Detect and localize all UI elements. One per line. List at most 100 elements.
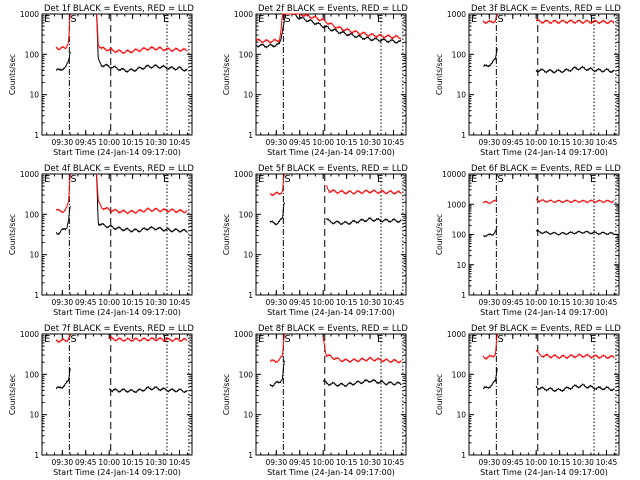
chart-title: Det 7f BLACK = Events, RED = LLD	[44, 324, 194, 334]
detector-panel: Det 3f BLACK = Events, RED = LLD 1 10 100 10…	[435, 4, 621, 157]
y-axis-label: Counts/sec	[435, 374, 444, 415]
y-tick-label: 100	[25, 370, 40, 379]
plot-frame	[41, 13, 193, 136]
x-tick-label: 09:45	[502, 458, 524, 467]
x-tick-label: 09:30	[52, 138, 74, 147]
lld-series-line	[482, 13, 615, 25]
x-tick-label: 10:15	[549, 138, 571, 147]
x-tick-label: 10:15	[122, 458, 144, 467]
y-tick-label: 10	[29, 91, 39, 100]
lld-series-line	[255, 13, 402, 44]
event-marker-label: E	[377, 334, 383, 345]
x-tick-label: 09:45	[502, 138, 524, 147]
x-tick-label: 10:15	[122, 298, 144, 307]
event-marker-label: S	[284, 14, 290, 25]
x-axis-label: Start Time (24-Jan-14 09:17:00)	[267, 148, 395, 157]
y-tick-label: 100	[239, 370, 254, 379]
detector-panel: Det 8f BLACK = Events, RED = LLD 1 10 100 10…	[222, 324, 408, 477]
x-tick-label: 10:15	[336, 298, 358, 307]
events-series-line	[55, 368, 188, 394]
x-tick-label: 10:45	[596, 458, 618, 467]
y-axis-label: Counts/sec	[435, 214, 444, 255]
plot-frame	[468, 13, 620, 136]
events-series-line	[56, 14, 188, 74]
x-tick-label: 10:30	[145, 458, 167, 467]
x-tick-label: 10:45	[596, 138, 618, 147]
y-axis-label: Counts/sec	[222, 374, 231, 415]
event-marker-label: S	[284, 174, 290, 185]
y-tick-label: 1000	[20, 170, 39, 179]
y-tick-label: 1	[461, 451, 466, 460]
event-marker-label: E	[258, 14, 264, 25]
event-marker-label: E	[590, 14, 596, 25]
x-tick-label: 10:45	[596, 298, 618, 307]
y-axis-label: Counts/sec	[8, 54, 17, 95]
detector-panel: Det 5f BLACK = Events, RED = LLD 1 10 100 10…	[222, 164, 408, 317]
chart-title: Det 5f BLACK = Events, RED = LLD	[258, 164, 408, 174]
y-tick-label: 1	[461, 131, 466, 140]
x-tick-label: 10:45	[383, 138, 405, 147]
event-marker-label: E	[163, 174, 169, 185]
y-tick-label: 1000	[447, 10, 466, 19]
y-tick-label: 10	[29, 411, 39, 420]
x-tick-label: 10:30	[572, 138, 594, 147]
x-tick-label: 10:30	[572, 458, 594, 467]
x-axis-label: Start Time (24-Jan-14 09:17:00)	[53, 148, 181, 157]
event-marker-label: S	[70, 14, 76, 25]
y-tick-label: 10	[243, 91, 253, 100]
x-tick-label: 10:30	[572, 298, 594, 307]
y-tick-label: 1	[34, 131, 39, 140]
x-tick-label: 09:30	[479, 138, 501, 147]
event-marker-label: S	[497, 14, 503, 25]
event-marker-label: S	[497, 334, 503, 345]
x-axis-label: Start Time (24-Jan-14 09:17:00)	[267, 308, 395, 317]
y-tick-label: 1000	[234, 330, 253, 339]
x-tick-label: 10:45	[169, 298, 191, 307]
events-series-line	[269, 202, 402, 226]
x-tick-label: 10:45	[169, 138, 191, 147]
x-axis-label: Start Time (24-Jan-14 09:17:00)	[267, 468, 395, 477]
y-tick-label: 1000	[447, 200, 466, 209]
y-tick-label: 10	[29, 251, 39, 260]
y-axis-label: Counts/sec	[435, 54, 444, 95]
chart-title: Det 6f BLACK = Events, RED = LLD	[471, 164, 621, 174]
x-tick-label: 09:30	[52, 458, 74, 467]
event-marker-label: E	[471, 174, 477, 185]
plot-frame	[468, 333, 620, 456]
event-marker-label: E	[44, 174, 50, 185]
x-tick-label: 09:30	[52, 298, 74, 307]
y-tick-label: 1000	[447, 330, 466, 339]
lld-series-line	[269, 333, 402, 364]
y-tick-label: 10	[243, 411, 253, 420]
y-tick-label: 1	[248, 451, 253, 460]
events-series-line	[255, 13, 402, 49]
x-tick-label: 09:45	[75, 138, 97, 147]
chart-title: Det 2f BLACK = Events, RED = LLD	[258, 4, 408, 14]
x-tick-label: 10:00	[312, 138, 334, 147]
x-tick-label: 10:00	[312, 298, 334, 307]
events-series-line	[482, 225, 615, 238]
detector-panel: Det 7f BLACK = Events, RED = LLD 1 10 100 10…	[8, 324, 194, 477]
event-marker-label: E	[44, 334, 50, 345]
y-tick-label: 100	[25, 50, 40, 59]
y-tick-label: 1	[34, 291, 39, 300]
y-tick-label: 10	[456, 261, 466, 270]
event-marker-label: E	[471, 334, 477, 345]
chart-title: Det 9f BLACK = Events, RED = LLD	[471, 324, 621, 334]
x-tick-label: 10:00	[98, 298, 120, 307]
event-marker-label: E	[377, 174, 383, 185]
y-axis-label: Counts/sec	[222, 54, 231, 95]
x-tick-label: 10:30	[145, 138, 167, 147]
event-marker-label: E	[471, 14, 477, 25]
event-marker-label: S	[70, 334, 76, 345]
y-tick-label: 100	[452, 50, 467, 59]
event-marker-label: E	[258, 334, 264, 345]
x-tick-label: 09:30	[266, 138, 288, 147]
plot-frame	[41, 333, 193, 456]
x-tick-label: 10:15	[336, 458, 358, 467]
x-tick-label: 10:30	[359, 138, 381, 147]
y-tick-label: 1	[248, 291, 253, 300]
x-tick-label: 10:00	[312, 458, 334, 467]
detector-panel: Det 1f BLACK = Events, RED = LLD 1 10 100 10…	[8, 4, 194, 157]
y-tick-label: 1000	[234, 170, 253, 179]
